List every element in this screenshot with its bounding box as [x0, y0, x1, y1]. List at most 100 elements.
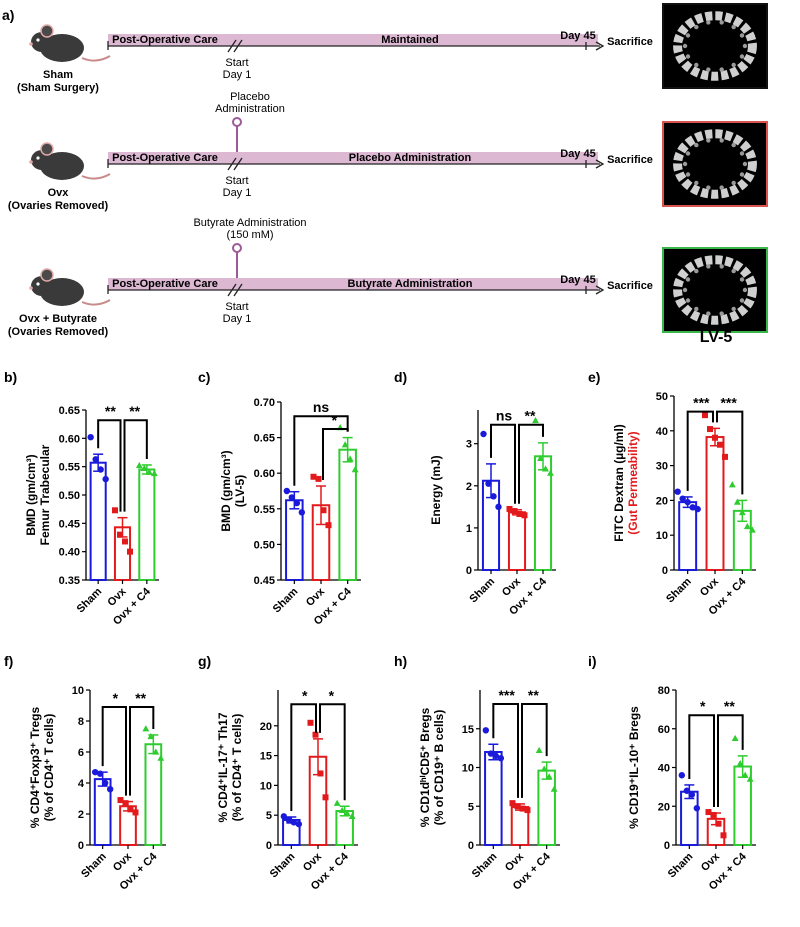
y-axis-label: % CD1dʰⁱCD5⁺ Bregs — [418, 707, 432, 827]
y-tick-label: 4 — [78, 778, 85, 790]
data-point — [540, 765, 548, 772]
trabecula — [719, 264, 724, 269]
start-label: Start — [225, 301, 248, 313]
bar-chart: h) 0 5 10 15 % CD1dʰⁱCD5⁺ Bregs (% of CD19⁺ B … — [394, 653, 560, 893]
x-tick-label: Sham — [268, 850, 298, 880]
significance-label: ** — [528, 687, 539, 703]
treatment-label: Placebo Administration — [349, 152, 472, 164]
x-tick-label: Sham — [666, 850, 696, 880]
x-tick-label: Sham — [75, 585, 105, 615]
data-point — [346, 455, 354, 462]
data-point — [152, 748, 160, 755]
axis-break-icon — [227, 39, 243, 53]
data-point — [537, 454, 544, 462]
trabecula — [706, 185, 711, 190]
data-point — [122, 538, 128, 545]
y-tick-label: 0.65 — [59, 405, 80, 417]
significance-bracket — [717, 714, 744, 808]
day-end-label: Day 45 — [560, 30, 595, 42]
data-point — [495, 503, 502, 511]
data-point — [112, 507, 118, 514]
data-point — [280, 813, 288, 820]
trabecula — [739, 151, 745, 156]
y-tick-label: 40 — [658, 763, 670, 775]
y-tick-label: 0 — [664, 840, 670, 852]
significance-bracket — [101, 706, 127, 796]
data-point — [348, 812, 356, 819]
admin-label: Butyrate Administration — [193, 217, 306, 229]
significance-label: * — [113, 690, 119, 706]
significance-bracket — [688, 714, 715, 808]
bar — [507, 511, 527, 572]
data-point — [722, 453, 728, 460]
trabecula — [706, 20, 711, 25]
data-point — [351, 466, 359, 473]
data-point — [288, 494, 296, 501]
timeline-row: Ovx + Butyrate(Ovaries Removed) Post-Oper… — [8, 217, 768, 338]
y-axis-label: BMD (gm/cm³) — [219, 450, 233, 531]
x-tick-label: Sham — [271, 585, 301, 615]
data-point — [674, 488, 681, 495]
data-point — [333, 799, 341, 806]
trabecula — [742, 161, 748, 167]
data-point — [145, 468, 153, 475]
significance-bracket — [518, 423, 544, 504]
mouse-ear — [40, 142, 54, 156]
x-tick-label: Ovx — [699, 850, 723, 874]
vertebra-ring — [673, 255, 757, 325]
timeline-arrow — [595, 159, 605, 169]
y-tick-label: 0.35 — [59, 575, 80, 587]
start-label: Start — [225, 57, 248, 69]
x-tick-label: Sham — [467, 575, 497, 605]
data-point — [694, 505, 701, 513]
trabecula — [731, 180, 736, 186]
trabecula — [739, 298, 745, 303]
mouse-tail — [81, 55, 111, 62]
data-point — [720, 832, 727, 839]
y-tick-label: 0 — [266, 840, 272, 852]
significance-bracket — [290, 703, 317, 811]
data-point — [532, 416, 539, 424]
data-point — [142, 725, 150, 732]
panel-label: b) — [4, 369, 17, 385]
y-tick-label: 5 — [468, 801, 474, 813]
trabecula — [694, 180, 699, 186]
vertebra-canal — [694, 149, 736, 183]
y-tick-label: 40 — [656, 426, 668, 438]
y-tick-label: 0.50 — [59, 490, 80, 502]
sacrifice-label: Sacrifice — [607, 36, 653, 48]
significance-label: ** — [135, 690, 146, 706]
data-point — [317, 770, 324, 777]
data-point — [683, 787, 691, 794]
significance-bracket — [716, 410, 744, 495]
data-point — [710, 811, 717, 818]
admin-sublabel: Administration — [215, 103, 285, 115]
data-point — [295, 820, 303, 828]
admin-marker-icon — [232, 117, 242, 127]
y-tick-label: 0 — [466, 565, 472, 577]
data-point — [310, 473, 317, 480]
y-tick-label: 10 — [72, 685, 84, 697]
significance-label: ** — [105, 403, 116, 419]
data-point — [312, 731, 319, 738]
data-point — [290, 819, 298, 826]
y-tick-label: 20 — [260, 721, 272, 733]
y-tick-label: 0.55 — [59, 462, 80, 474]
trabecula — [739, 33, 745, 38]
charts-layer: b) 0.35 0.40 0.45 0.50 0.55 0.60 0.65 BMD (gm/cm… — [4, 369, 756, 893]
start-day-label: Day 1 — [223, 69, 252, 81]
mouse-nose — [29, 286, 33, 290]
trabecula — [694, 268, 699, 274]
mouse-eye — [36, 282, 40, 286]
x-tick-label: Ovx — [698, 575, 722, 599]
x-tick-label: Sham — [664, 575, 694, 605]
timeline-arrow — [595, 41, 605, 51]
y-axis-label: (% of CD4⁺ T cells) — [42, 714, 56, 822]
trabecula — [719, 20, 724, 25]
bar-chart: g) 0 5 10 15 20 % CD4⁺IL-17⁺ Th17 (% of CD4⁺ T … — [198, 653, 358, 893]
panel-label-a: a) — [2, 7, 14, 23]
y-tick-label: 0.45 — [254, 575, 275, 587]
sacrifice-label: Sacrifice — [607, 154, 653, 166]
data-point — [705, 809, 712, 816]
